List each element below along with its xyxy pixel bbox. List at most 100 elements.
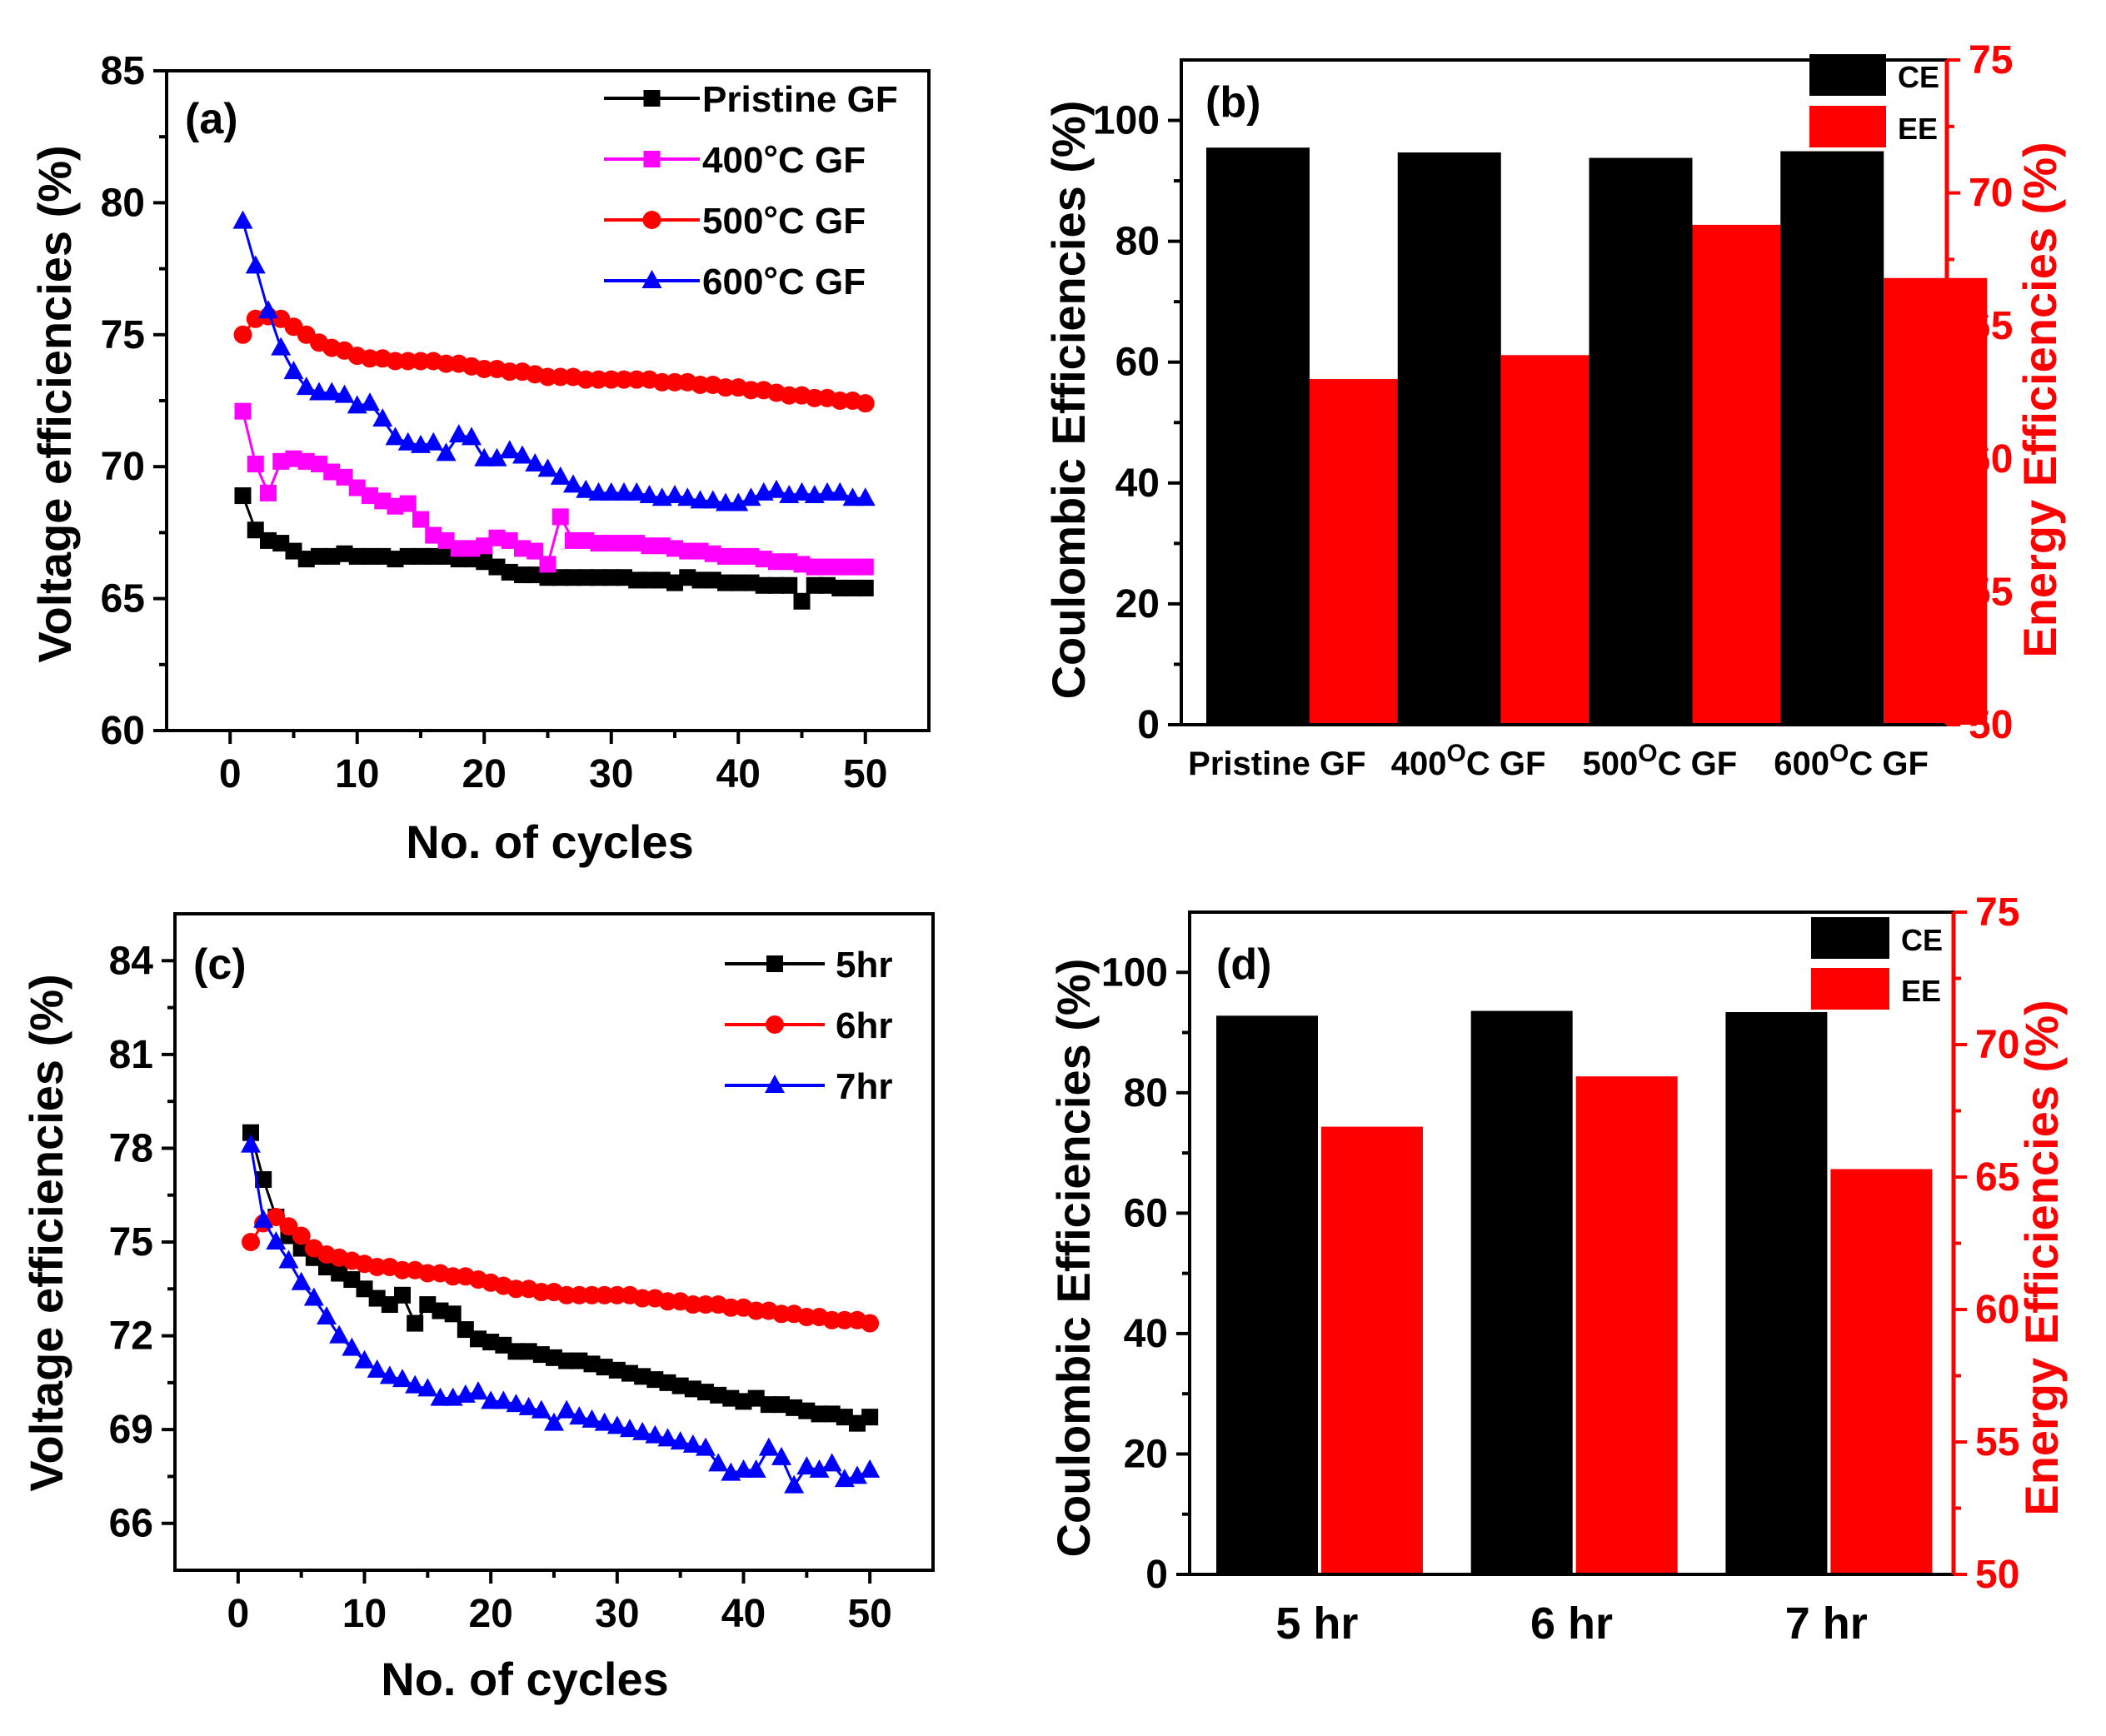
data-point (771, 1446, 791, 1465)
y2-tick-label: 65 (1969, 304, 2013, 348)
category-label: 6 hr (1530, 1599, 1613, 1649)
data-point (594, 1412, 615, 1431)
bar-ee (1830, 1169, 1933, 1574)
y-tick-label: 75 (101, 313, 145, 357)
data-point (805, 388, 824, 407)
data-point (525, 453, 546, 472)
y-tick-label: 70 (101, 445, 145, 489)
legend-label: EE (1901, 974, 1941, 1008)
data-point (260, 531, 277, 549)
data-point (755, 551, 772, 568)
legend-swatch-ee (1811, 968, 1889, 1010)
data-point (601, 481, 621, 501)
data-point (657, 1428, 678, 1447)
y-tick-label: 40 (1124, 1312, 1168, 1356)
data-point (348, 479, 366, 496)
data-point (507, 1280, 526, 1299)
bar-ee (1884, 277, 1988, 725)
data-point (607, 1285, 626, 1304)
data-point (628, 535, 646, 552)
legend-marker (766, 955, 783, 972)
data-point (781, 576, 798, 594)
y-tick-label: 69 (109, 1408, 153, 1452)
category-label: 7 hr (1785, 1599, 1868, 1649)
legend-marker (765, 1075, 785, 1093)
x-tick-label: 20 (462, 752, 507, 796)
data-point (582, 1285, 601, 1304)
y-tick-label: 66 (109, 1502, 153, 1546)
data-point (317, 1306, 337, 1325)
y2-axis-title: Energy Efficiencies (%) (2015, 1000, 2068, 1515)
data-point (379, 1365, 400, 1384)
data-point (601, 370, 621, 389)
data-point (679, 542, 696, 560)
data-point (539, 556, 556, 573)
y-tick-label: 75 (109, 1220, 153, 1265)
bar-ee (1310, 379, 1413, 725)
data-point (241, 1134, 261, 1153)
panel-c-line-chart: 0 10 20 30 40 50 66 69 72 75 78 81 84 No. of cycles Vo… (20, 912, 935, 1705)
category-label: 600OC GF (1774, 740, 1929, 782)
data-point (608, 1361, 626, 1379)
data-point (563, 474, 583, 493)
data-point (677, 487, 698, 506)
data-point (417, 1378, 438, 1397)
data-point (565, 569, 581, 586)
legend-label: 6hr (836, 1005, 892, 1046)
data-point (234, 487, 252, 505)
y-tick-label: 20 (1124, 1432, 1168, 1476)
category-label: 500OC GF (1583, 740, 1738, 782)
data-point (606, 1415, 627, 1434)
data-point (821, 1453, 842, 1472)
data-point (538, 367, 557, 387)
legend-label: 400°C GF (702, 138, 866, 181)
data-point (309, 382, 329, 401)
data-point (666, 574, 683, 591)
data-point (659, 1374, 676, 1391)
data-point (423, 432, 444, 451)
data-point (717, 547, 734, 565)
y2-tick-label: 50 (1975, 1553, 2019, 1597)
data-point (835, 1310, 854, 1329)
panel-label: (a) (185, 95, 238, 143)
data-point (425, 526, 442, 544)
data-point (641, 571, 658, 589)
data-point (247, 521, 264, 539)
data-point (796, 1456, 817, 1475)
data-point (697, 1384, 714, 1401)
category-label: 5 hr (1275, 1599, 1358, 1649)
legend-marker (643, 90, 661, 107)
data-point (291, 1271, 312, 1290)
data-point (399, 495, 417, 512)
y-tick-label: 80 (1115, 220, 1160, 264)
bar-ce (1206, 147, 1310, 725)
legend-marker (641, 270, 662, 288)
data-point (247, 456, 264, 473)
data-point (267, 1207, 286, 1226)
data-point (397, 432, 418, 451)
x-tick-label: 0 (227, 1592, 249, 1636)
data-point (474, 447, 495, 466)
y2-tick-label: 55 (1969, 570, 2013, 614)
data-point (760, 1396, 777, 1414)
data-point (258, 300, 278, 319)
data-point (571, 1352, 588, 1369)
data-point (272, 535, 290, 552)
data-point (322, 382, 342, 401)
x-tick-label: 40 (716, 752, 761, 796)
data-point (704, 545, 721, 562)
data-point (405, 1374, 426, 1394)
data-point (374, 547, 392, 565)
legend-swatch-ce (1809, 54, 1886, 96)
data-point (581, 1409, 602, 1428)
data-point (842, 487, 863, 506)
x-tick-label: 10 (342, 1592, 387, 1636)
bar-ce (1780, 151, 1884, 725)
data-point (856, 579, 874, 596)
data-point (334, 384, 355, 403)
bar-ce (1589, 157, 1693, 726)
category-label: 400OC GF (1391, 740, 1546, 782)
data-point (495, 1336, 512, 1354)
category-label: Pristine GF (1188, 746, 1365, 782)
bar-ee (1321, 1126, 1423, 1574)
